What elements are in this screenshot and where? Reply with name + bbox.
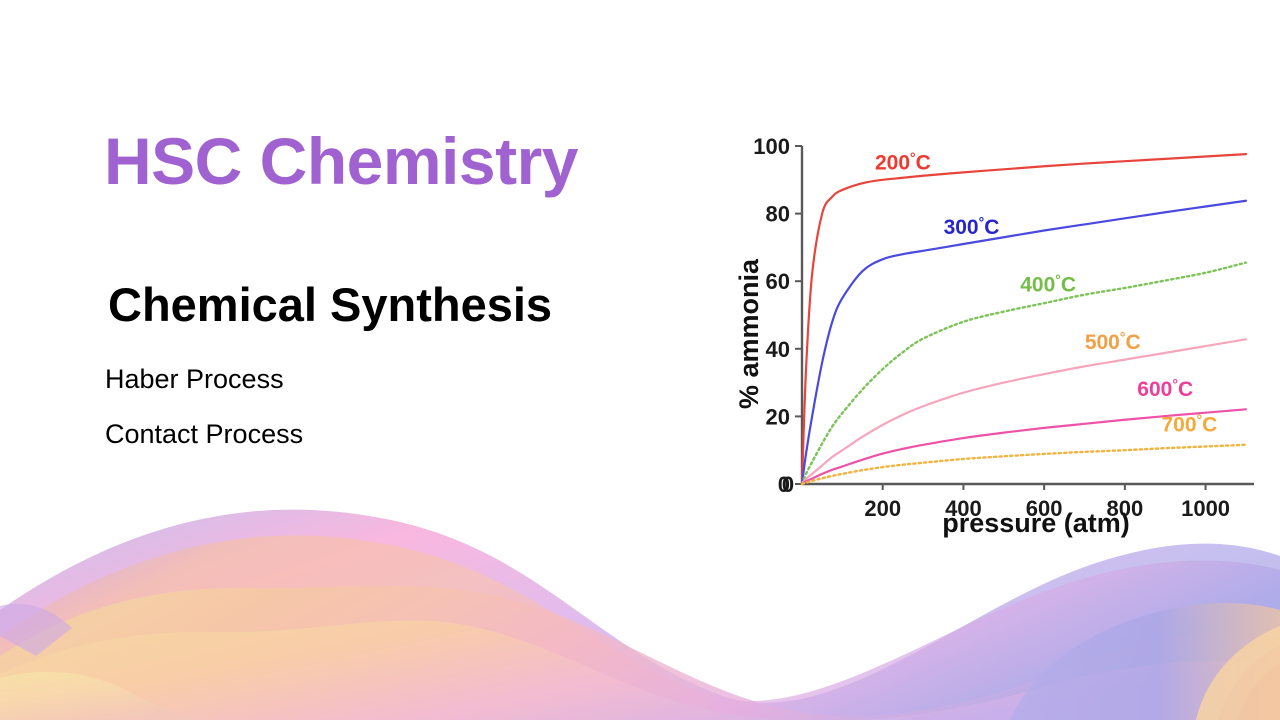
series-line-300 [800,199,1248,486]
series-line-600 [800,408,1248,486]
series-label-200: 200°C [875,150,931,175]
x-tick-label: 600 [1026,496,1063,521]
y-tick-label: 0 [778,472,790,497]
wave-layer-left-notch [0,603,72,656]
wave-layer-yellow-glow [0,671,210,720]
wave-layer-striped-fan [1196,626,1280,720]
y-axis-ticks: 0 20 40 60 80 100 [753,134,802,497]
bullet-item-contact-process: Contact Process [105,419,304,449]
wave-layer-front [0,620,1280,720]
ammonia-yield-chart: 0 20 40 60 80 100 0 200 400 600 800 1000 200°C 300°… [736,124,1264,540]
y-tick-label: 40 [766,337,790,362]
chart-axes [800,146,1254,486]
slide-text-block: HSC Chemistry Chemical Synthesis Haber P… [104,124,724,447]
wave-layer-magenta [0,535,1280,720]
chart-series-labels: 200°C 300°C 400°C 500°C 600°C 700°C [875,150,1217,437]
series-label-400: 400°C [1020,271,1076,296]
wave-layer-peach [0,586,1280,720]
slide-subtitle: Chemical Synthesis [108,278,553,331]
x-tick-label: 400 [945,496,982,521]
chart-svg: 0 20 40 60 80 100 0 200 400 600 800 1000 200°C 300°… [736,134,1254,538]
x-tick-label: 0 [782,472,794,497]
chart-series-group [800,153,1248,486]
series-line-400 [800,261,1248,486]
x-tick-label: 200 [864,496,901,521]
series-line-500 [800,338,1248,486]
bullet-item-haber-process: Haber Process [105,364,284,394]
x-axis-title: pressure (atm) [942,508,1130,538]
wave-layer-back [0,509,1280,720]
series-label-700: 700°C [1162,412,1218,437]
series-label-500: 500°C [1085,329,1141,354]
y-tick-label: 100 [753,134,790,159]
page-title: HSC Chemistry [104,124,578,198]
x-tick-label: 1000 [1181,496,1230,521]
x-tick-label: 800 [1106,496,1143,521]
y-tick-label: 60 [766,269,790,294]
y-tick-label: 20 [766,404,790,429]
series-line-200 [800,153,1248,486]
wave-layer-periwinkle [1010,603,1280,720]
series-line-700 [800,443,1248,486]
y-tick-label: 80 [766,202,790,227]
x-axis-ticks: 0 200 400 600 800 1000 [782,472,1230,521]
series-label-600: 600°C [1137,376,1193,401]
y-axis-title: % ammonia [736,258,764,409]
series-label-300: 300°C [944,214,1000,239]
